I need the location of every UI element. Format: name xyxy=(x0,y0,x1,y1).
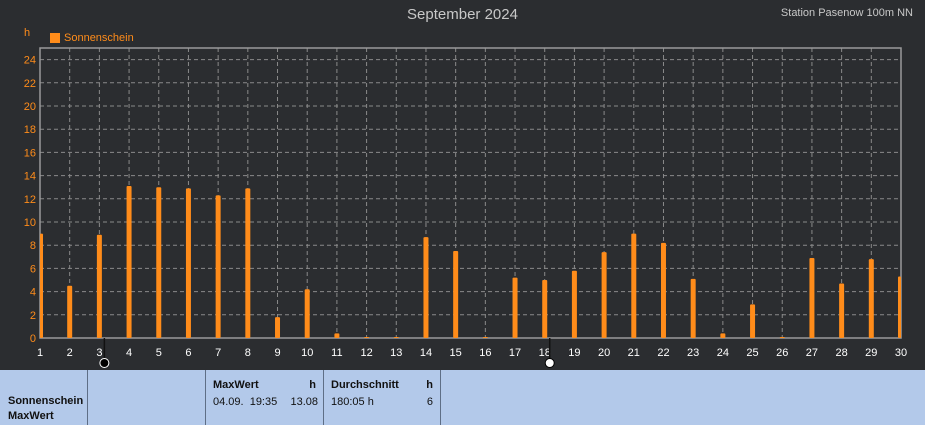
row-label-maxwert: MaxWert xyxy=(8,410,54,422)
bar xyxy=(423,237,429,338)
avg-value: 6 xyxy=(426,396,433,408)
x-tick-label: 2 xyxy=(67,347,73,359)
info-row-labels: Sonnenschein MaxWert xyxy=(0,370,88,425)
x-tick-label: 24 xyxy=(717,347,729,359)
x-tick-label: 27 xyxy=(806,347,818,359)
x-tick-label: 11 xyxy=(331,347,342,359)
max-unit: h xyxy=(309,379,316,391)
bar xyxy=(809,257,815,338)
y-tick-label: 0 xyxy=(30,333,36,345)
bar xyxy=(482,337,488,338)
bar xyxy=(601,252,607,338)
max-datetime: 04.09. 19:35 xyxy=(213,396,278,408)
bar xyxy=(512,277,518,338)
bar xyxy=(67,285,73,338)
y-tick-label: 22 xyxy=(24,78,36,90)
max-value: 13.08 xyxy=(290,396,318,408)
bar xyxy=(215,195,221,338)
bar xyxy=(245,188,251,338)
x-tick-label: 8 xyxy=(245,347,251,359)
avg-unit: h xyxy=(426,379,433,391)
bar xyxy=(750,304,756,338)
x-tick-label: 21 xyxy=(628,347,640,359)
info-empty-cell xyxy=(88,370,206,425)
bar xyxy=(660,242,666,338)
bar xyxy=(334,333,340,338)
y-tick-label: 12 xyxy=(24,194,36,206)
x-tick-label: 22 xyxy=(657,347,669,359)
station-label: Station Pasenow 100m NN xyxy=(780,7,913,19)
info-avg-cell: Durchschnitt h 180:05 h 6 xyxy=(324,370,441,425)
y-axis-unit: h xyxy=(24,27,31,39)
y-tick-label: 24 xyxy=(24,55,36,67)
bar xyxy=(898,276,901,338)
chart-area: September 2024 Station Pasenow 100m NN h… xyxy=(23,6,913,368)
bar xyxy=(571,270,577,338)
y-tick-label: 18 xyxy=(24,124,36,136)
y-tick-label: 20 xyxy=(24,101,36,113)
bar xyxy=(185,188,191,338)
x-tick-label: 26 xyxy=(776,347,788,359)
bar xyxy=(40,233,43,338)
x-tick-label: 28 xyxy=(835,347,847,359)
y-tick-label: 2 xyxy=(30,310,36,322)
x-tick-label: 10 xyxy=(301,347,313,359)
x-tick-label: 23 xyxy=(687,347,699,359)
bar xyxy=(690,278,696,338)
bar xyxy=(393,337,399,338)
x-tick-label: 6 xyxy=(185,347,191,359)
x-tick-label: 9 xyxy=(274,347,280,359)
legend[interactable]: Sonnenschein xyxy=(50,32,134,44)
avg-total: 180:05 h xyxy=(331,396,374,408)
bar xyxy=(364,337,370,338)
bar xyxy=(779,337,785,338)
y-tick-label: 4 xyxy=(30,287,36,299)
info-panel: Sonnenschein MaxWert MaxWert h 04.09. 19… xyxy=(0,370,925,425)
y-tick-label: 14 xyxy=(24,171,36,183)
x-tick-label: 29 xyxy=(865,347,877,359)
legend-swatch xyxy=(50,33,60,43)
new-moon-icon xyxy=(99,358,110,368)
x-tick-label: 4 xyxy=(126,347,132,359)
bar xyxy=(126,186,132,338)
full-moon-icon xyxy=(544,358,555,368)
x-tick-label: 16 xyxy=(479,347,491,359)
bar xyxy=(839,283,845,338)
bar xyxy=(453,251,459,338)
bar xyxy=(542,280,548,338)
bar xyxy=(275,317,281,338)
row-label-sonnenschein: Sonnenschein xyxy=(8,395,84,407)
x-tick-label: 18 xyxy=(539,347,551,359)
x-tick-label: 20 xyxy=(598,347,610,359)
x-tick-label: 3 xyxy=(96,347,102,359)
bar xyxy=(304,289,310,338)
bar xyxy=(868,259,874,338)
x-tick-label: 1 xyxy=(37,347,43,359)
legend-label: Sonnenschein xyxy=(64,32,134,44)
bar xyxy=(156,187,162,338)
chart-title: September 2024 xyxy=(407,6,518,23)
x-tick-label: 17 xyxy=(509,347,521,359)
x-tick-label: 14 xyxy=(420,347,432,359)
plot-frame xyxy=(39,47,902,339)
bar xyxy=(720,333,726,338)
bar xyxy=(631,233,637,338)
x-tick-label: 15 xyxy=(450,347,462,359)
x-tick-label: 13 xyxy=(390,347,402,359)
y-tick-label: 8 xyxy=(30,240,36,252)
x-tick-label: 19 xyxy=(568,347,580,359)
max-header: MaxWert xyxy=(213,379,259,391)
info-max-cell: MaxWert h 04.09. 19:35 13.08 xyxy=(206,370,324,425)
y-tick-label: 16 xyxy=(24,147,36,159)
bar xyxy=(96,234,102,338)
y-tick-label: 10 xyxy=(24,217,36,229)
avg-header: Durchschnitt xyxy=(331,379,399,391)
y-tick-label: 6 xyxy=(30,263,36,275)
x-tick-label: 5 xyxy=(156,347,162,359)
x-tick-label: 12 xyxy=(360,347,372,359)
x-tick-label: 25 xyxy=(746,347,758,359)
x-tick-label: 30 xyxy=(895,347,907,359)
x-tick-label: 7 xyxy=(215,347,221,359)
